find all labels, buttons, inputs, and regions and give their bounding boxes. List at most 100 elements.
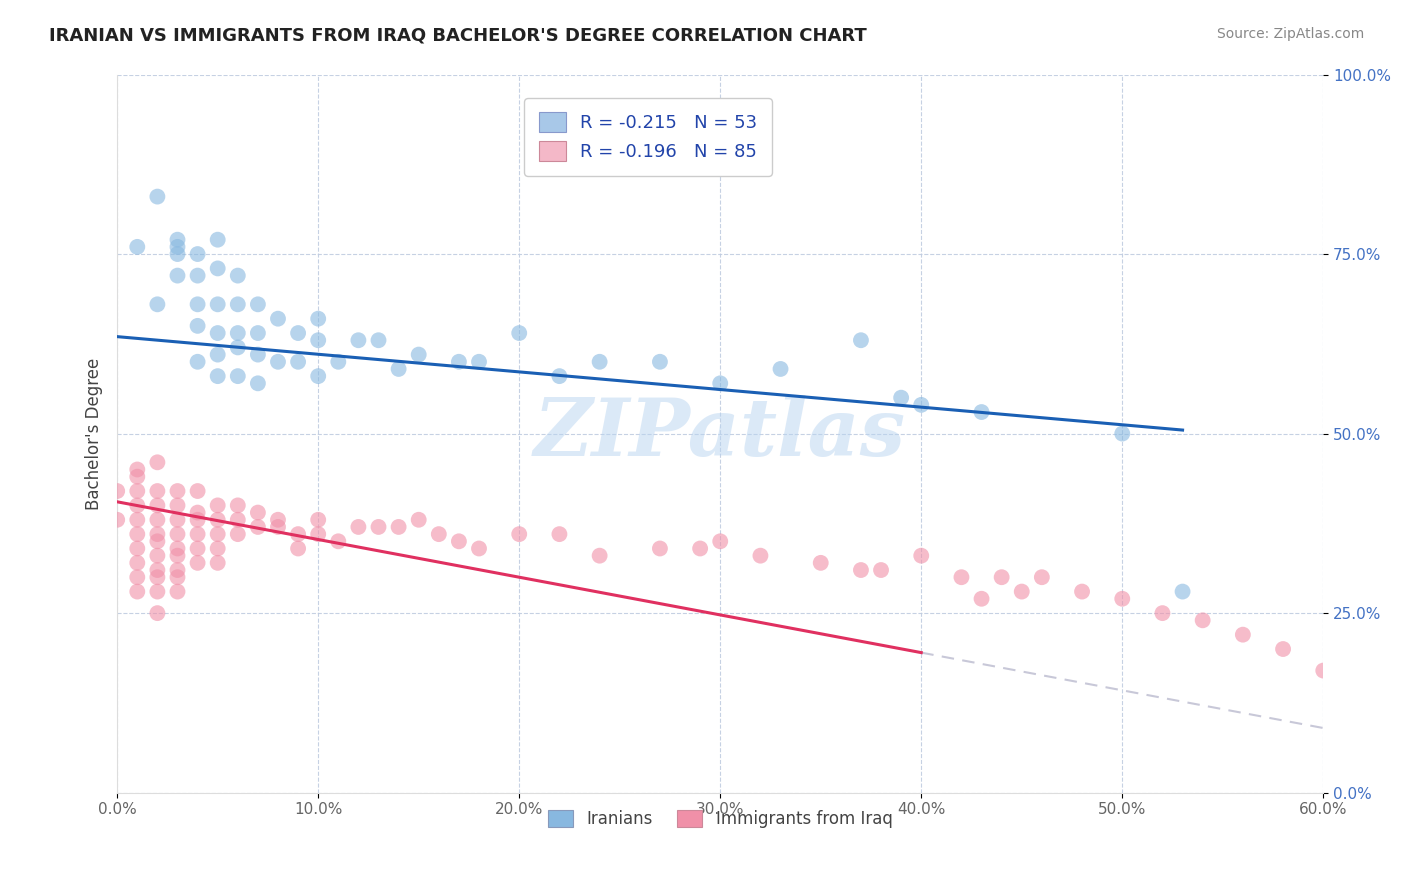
Point	[146, 483, 169, 498]
Point	[1312, 664, 1334, 678]
Point	[166, 549, 188, 563]
Point	[246, 326, 269, 340]
Point	[267, 311, 290, 326]
Point	[287, 355, 309, 369]
Point	[468, 541, 491, 556]
Point	[287, 541, 309, 556]
Point	[127, 556, 149, 570]
Point	[849, 563, 872, 577]
Point	[187, 268, 209, 283]
Point	[347, 520, 370, 534]
Point	[328, 355, 350, 369]
Point	[990, 570, 1012, 584]
Point	[207, 348, 229, 362]
Point	[548, 527, 571, 541]
Point	[166, 570, 188, 584]
Point	[910, 398, 932, 412]
Point	[127, 469, 149, 483]
Point	[689, 541, 711, 556]
Point	[127, 483, 149, 498]
Point	[307, 311, 329, 326]
Point	[709, 376, 731, 391]
Point	[226, 297, 249, 311]
Point	[267, 355, 290, 369]
Point	[226, 369, 249, 384]
Text: ZIPatlas: ZIPatlas	[534, 395, 907, 473]
Point	[105, 513, 128, 527]
Point	[127, 499, 149, 513]
Point	[166, 240, 188, 254]
Point	[709, 534, 731, 549]
Point	[307, 513, 329, 527]
Point	[287, 527, 309, 541]
Point	[849, 333, 872, 347]
Point	[328, 534, 350, 549]
Point	[307, 369, 329, 384]
Point	[187, 541, 209, 556]
Point	[146, 584, 169, 599]
Point	[648, 541, 671, 556]
Point	[910, 549, 932, 563]
Point	[187, 297, 209, 311]
Point	[207, 369, 229, 384]
Point	[166, 563, 188, 577]
Point	[187, 318, 209, 333]
Point	[166, 483, 188, 498]
Point	[226, 326, 249, 340]
Point	[226, 499, 249, 513]
Point	[207, 326, 229, 340]
Point	[810, 556, 832, 570]
Point	[226, 340, 249, 354]
Point	[246, 376, 269, 391]
Point	[187, 513, 209, 527]
Point	[1071, 584, 1094, 599]
Point	[207, 297, 229, 311]
Point	[146, 534, 169, 549]
Point	[246, 506, 269, 520]
Point	[307, 527, 329, 541]
Point	[226, 513, 249, 527]
Point	[166, 584, 188, 599]
Point	[1031, 570, 1053, 584]
Point	[146, 563, 169, 577]
Point	[246, 297, 269, 311]
Point	[146, 499, 169, 513]
Point	[187, 527, 209, 541]
Point	[1152, 606, 1174, 620]
Point	[408, 513, 430, 527]
Point	[548, 369, 571, 384]
Point	[226, 268, 249, 283]
Point	[267, 520, 290, 534]
Point	[166, 527, 188, 541]
Point	[388, 520, 411, 534]
Point	[246, 520, 269, 534]
Point	[166, 541, 188, 556]
Point	[367, 333, 389, 347]
Point	[347, 333, 370, 347]
Point	[749, 549, 772, 563]
Point	[207, 513, 229, 527]
Point	[1272, 642, 1295, 657]
Point	[166, 499, 188, 513]
Point	[146, 455, 169, 469]
Point	[1111, 426, 1133, 441]
Point	[207, 541, 229, 556]
Point	[970, 591, 993, 606]
Point	[447, 534, 470, 549]
Point	[1111, 591, 1133, 606]
Point	[226, 527, 249, 541]
Point	[127, 513, 149, 527]
Point	[207, 261, 229, 276]
Point	[187, 483, 209, 498]
Point	[1171, 584, 1194, 599]
Point	[187, 247, 209, 261]
Text: IRANIAN VS IMMIGRANTS FROM IRAQ BACHELOR'S DEGREE CORRELATION CHART: IRANIAN VS IMMIGRANTS FROM IRAQ BACHELOR…	[49, 27, 868, 45]
Point	[146, 527, 169, 541]
Point	[246, 348, 269, 362]
Point	[127, 240, 149, 254]
Point	[146, 549, 169, 563]
Point	[890, 391, 912, 405]
Point	[187, 355, 209, 369]
Point	[588, 549, 610, 563]
Point	[1191, 613, 1213, 627]
